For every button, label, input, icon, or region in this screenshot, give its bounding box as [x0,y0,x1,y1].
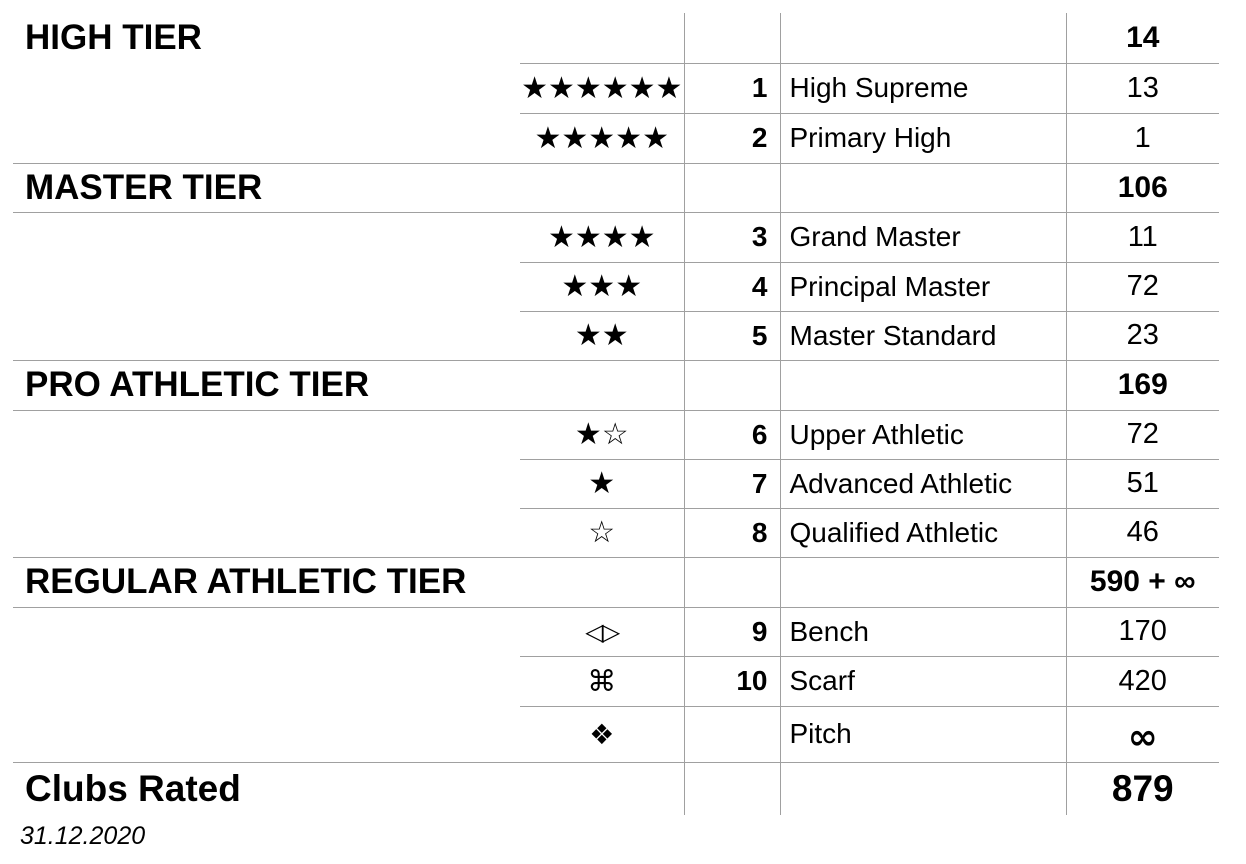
empty-cell [684,557,781,608]
two-star-rating-icon: ★★ [520,311,685,361]
rating-row: ❖ Pitch ∞ [13,706,1219,763]
empty-cell [684,13,781,64]
count-value: 13 [1066,63,1219,114]
rank-number: 1 [684,63,781,114]
empty-cell [780,163,1067,213]
rating-row: ★ 7 Advanced Athletic 51 [13,459,1219,509]
empty-cell [13,607,520,656]
count-value: 11 [1066,212,1219,263]
diamonds-icon: ❖ [520,706,685,763]
rating-row: ★★★★★★ 1 High Supreme 13 [13,63,1219,114]
empty-cell [780,557,1067,608]
count-value: 72 [1066,410,1219,460]
tier-count: 169 [1066,360,1219,411]
count-value: 72 [1066,262,1219,312]
rating-name: Upper Athletic [780,410,1067,460]
tier-header-row: REGULAR ATHLETIC TIER 590 + ∞ [13,557,1219,608]
empty-cell [780,13,1067,64]
empty-cell [684,762,781,815]
empty-cell [13,410,520,459]
rating-row: ★★★ 4 Principal Master 72 [13,262,1219,312]
rating-name: Pitch [780,706,1067,763]
rank-number: 9 [684,607,781,657]
one-star-rating-icon: ★ [520,459,685,509]
tier-label: HIGH TIER [25,18,202,57]
six-star-rating-icon: ★★★★★★ [520,63,685,114]
empty-cell [13,63,520,113]
rating-row: ★★★★ 3 Grand Master 11 [13,212,1219,263]
infinity-count: ∞ [1066,706,1219,763]
empty-cell [520,557,685,608]
tier-header-row: HIGH TIER 14 [13,13,1219,64]
rank-number: 10 [684,656,781,707]
rank-number: 4 [684,262,781,312]
count-value: 420 [1066,656,1219,707]
three-star-rating-icon: ★★★ [520,262,685,312]
count-value: 46 [1066,508,1219,558]
totals-row: Clubs Rated 879 [13,762,1219,815]
rating-row: ★★ 5 Master Standard 23 [13,311,1219,361]
empty-cell [520,762,685,815]
count-value: 23 [1066,311,1219,361]
rating-name: Primary High [780,113,1067,164]
rating-name: Advanced Athletic [780,459,1067,509]
empty-cell [13,262,520,311]
count-value: 51 [1066,459,1219,509]
rank-number [684,706,781,763]
totals-count: 879 [1111,767,1174,809]
rank-number: 7 [684,459,781,509]
rank-number: 2 [684,113,781,164]
bench-icon: ◁▷ [520,607,685,657]
rating-name: Qualified Athletic [780,508,1067,558]
tier-count: 590 + ∞ [1066,557,1219,608]
empty-cell [13,212,520,262]
empty-cell [13,459,520,508]
rating-name: Principal Master [780,262,1067,312]
tier-ratings-table: HIGH TIER 14 ★★★★★★ 1 High Supreme 13 ★★… [13,13,1219,815]
tier-header-row: PRO ATHLETIC TIER 169 [13,360,1219,411]
empty-cell [780,762,1067,815]
rating-name: Bench [780,607,1067,657]
empty-cell [13,311,520,361]
command-icon: ⌘ [520,656,685,707]
tier-label: MASTER TIER [13,163,520,213]
outline-star-rating-icon: ☆ [520,508,685,558]
tier-count: 106 [1066,163,1219,213]
empty-cell [13,656,520,706]
tier-label: REGULAR ATHLETIC TIER [13,557,520,608]
date-footnote: 31.12.2020 [20,822,146,850]
tier-label: PRO ATHLETIC TIER [13,360,520,411]
empty-cell [520,13,685,64]
count-value: 1 [1066,113,1219,164]
rank-number: 3 [684,212,781,263]
rating-row: ☆ 8 Qualified Athletic 46 [13,508,1219,558]
rating-name: Grand Master [780,212,1067,263]
rating-name: High Supreme [780,63,1067,114]
empty-cell [684,163,781,213]
rating-row: ★☆ 6 Upper Athletic 72 [13,410,1219,460]
empty-cell [520,163,685,213]
empty-cell [520,360,685,411]
empty-cell [13,113,520,164]
rank-number: 5 [684,311,781,361]
tier-count: 14 [1066,13,1219,64]
empty-cell [13,706,520,763]
empty-cell [780,360,1067,411]
four-star-rating-icon: ★★★★ [520,212,685,263]
rating-name: Master Standard [780,311,1067,361]
rating-row: ◁▷ 9 Bench 170 [13,607,1219,657]
five-star-rating-icon: ★★★★★ [520,113,685,164]
rating-row: ★★★★★ 2 Primary High 1 [13,113,1219,164]
empty-cell [684,360,781,411]
rating-name: Scarf [780,656,1067,707]
tier-header-row: MASTER TIER 106 [13,163,1219,213]
rank-number: 6 [684,410,781,460]
count-value: 170 [1066,607,1219,657]
rank-number: 8 [684,508,781,558]
rating-row: ⌘ 10 Scarf 420 [13,656,1219,707]
star-half-rating-icon: ★☆ [520,410,685,460]
totals-label: Clubs Rated [25,767,241,809]
empty-cell [13,508,520,558]
